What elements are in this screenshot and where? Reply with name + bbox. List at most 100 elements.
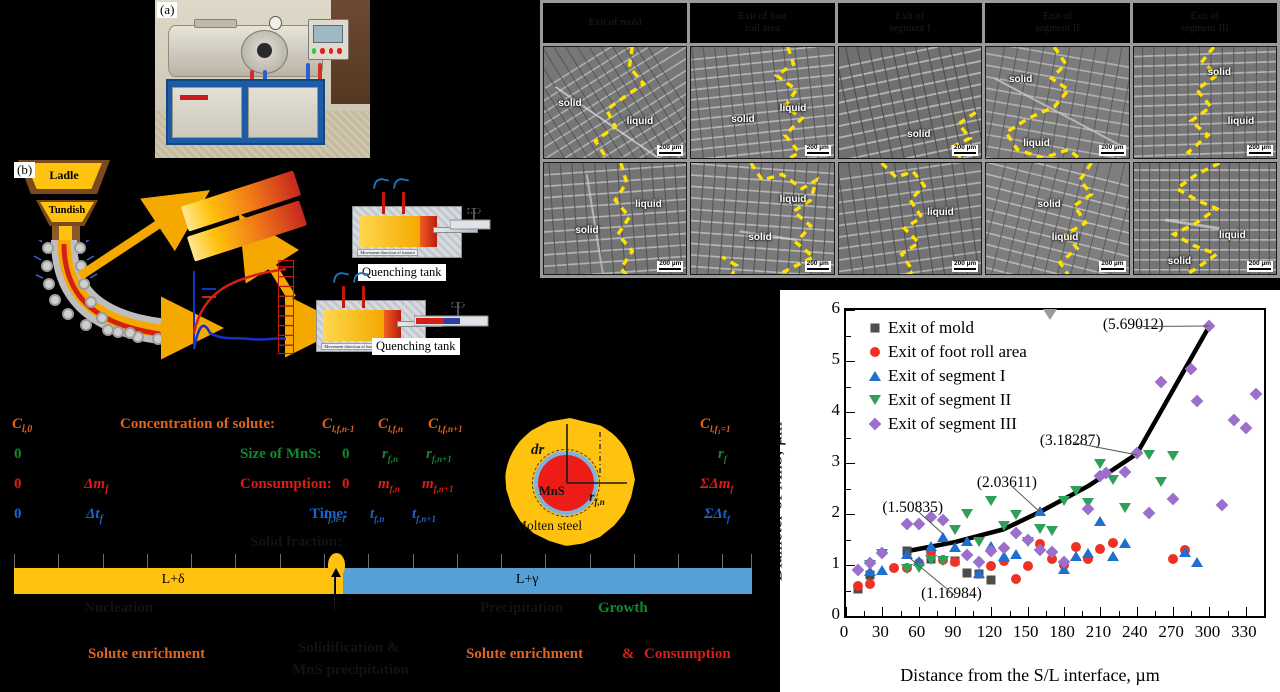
x-minor-tick bbox=[973, 611, 975, 616]
chamber-viewport bbox=[257, 42, 273, 59]
tank-hot-zone-top bbox=[359, 216, 420, 247]
sphere-radius-lines bbox=[566, 424, 627, 484]
x-major-tick bbox=[918, 607, 920, 616]
caption-growth: Growth bbox=[598, 600, 648, 616]
data-point bbox=[912, 556, 925, 567]
data-point bbox=[1142, 450, 1155, 461]
crucible-top bbox=[450, 208, 491, 230]
tank-quench-zone-top bbox=[419, 216, 438, 247]
delta-phase-band bbox=[14, 568, 344, 594]
time-n-plus-1: tf,n+1 bbox=[412, 506, 437, 524]
micrograph-cell: solid liquid 200 µm bbox=[543, 46, 688, 159]
micrograph-cell: liquid solid 200 µm bbox=[1132, 162, 1277, 275]
data-point bbox=[1071, 542, 1082, 553]
liquid-label: liquid bbox=[1219, 229, 1246, 241]
micrograph-header-3: Exit of segment II bbox=[985, 3, 1130, 43]
conc-n-plus-1: Cl,f,n+1 bbox=[428, 416, 463, 434]
y-major-tick bbox=[846, 412, 855, 413]
tundish-label: Tundish bbox=[40, 202, 94, 222]
caption-solidification-line2: MnS precipitation bbox=[292, 662, 409, 678]
data-point bbox=[1155, 477, 1167, 488]
data-point bbox=[1070, 550, 1083, 561]
data-point bbox=[949, 542, 962, 553]
data-point bbox=[1095, 544, 1106, 555]
conc-n-minus-1: Cl,f,n-1 bbox=[322, 416, 355, 434]
data-point bbox=[973, 567, 986, 578]
liquid-label: liquid bbox=[1023, 138, 1050, 150]
initial-time: 0 bbox=[14, 506, 22, 522]
panel-label-a: (a) bbox=[157, 2, 178, 18]
y-tick-label: 5 bbox=[831, 349, 841, 368]
legend-item-1[interactable]: Exit of foot roll area bbox=[862, 340, 1027, 364]
data-point bbox=[998, 555, 1009, 566]
initial-concentration: Cl,0 bbox=[12, 416, 32, 435]
x-tick-label: 150 bbox=[1012, 622, 1039, 641]
y-tick-label: 0 bbox=[831, 604, 841, 623]
data-point bbox=[961, 509, 974, 519]
x-minor-tick bbox=[1118, 611, 1120, 616]
legend-marker-triangle-up-icon bbox=[862, 368, 888, 384]
tick-layer bbox=[846, 310, 1264, 617]
legend-item-0[interactable]: Exit of mold bbox=[862, 316, 1027, 340]
injection-pipe-top-2 bbox=[402, 192, 405, 214]
data-point bbox=[1033, 524, 1046, 535]
power-cabinet bbox=[165, 79, 325, 146]
solid-label: solid bbox=[731, 113, 755, 125]
data-point bbox=[889, 563, 900, 574]
solid-label: solid bbox=[1167, 256, 1192, 268]
initial-size: 0 bbox=[14, 446, 22, 462]
y-major-tick bbox=[846, 310, 855, 311]
data-point bbox=[961, 536, 974, 547]
x-minor-tick bbox=[864, 611, 866, 616]
gamma-phase-label: L+γ bbox=[515, 572, 539, 587]
data-point bbox=[1106, 475, 1119, 486]
x-tick-label: 0 bbox=[839, 622, 849, 641]
caption-solute-right: Solute enrichment bbox=[466, 646, 584, 662]
c0-subscript: l,0 bbox=[22, 424, 33, 435]
legend-item-4[interactable]: Exit of segment III bbox=[862, 412, 1027, 436]
solid-label: solid bbox=[558, 98, 582, 110]
time-n-minus-1: tf,n-1 bbox=[324, 506, 346, 524]
data-point bbox=[1191, 557, 1204, 568]
data-point bbox=[912, 562, 925, 573]
data-point bbox=[1010, 573, 1021, 584]
y-major-tick bbox=[846, 463, 855, 464]
led-red-1 bbox=[320, 48, 325, 54]
data-point bbox=[973, 537, 986, 548]
consumption-n-plus-1: mf,n+1 bbox=[422, 476, 454, 494]
marker-layer bbox=[846, 310, 1264, 616]
final-size: rf bbox=[718, 446, 727, 464]
micrograph-header-0: Exit of mold bbox=[543, 3, 688, 43]
x-tick-label: 270 bbox=[1158, 622, 1184, 641]
data-point bbox=[1082, 548, 1095, 559]
solid-label: solid bbox=[748, 231, 772, 243]
y-tick-label: 6 bbox=[831, 298, 841, 317]
data-point bbox=[1058, 563, 1071, 574]
row-title-concentration: Concentration of solute: bbox=[120, 416, 275, 432]
x-tick-label: 60 bbox=[908, 622, 926, 641]
row-title-consumption: Consumption: bbox=[240, 476, 332, 492]
led-red-3 bbox=[337, 48, 342, 54]
legend-marker-triangle-down-icon bbox=[862, 392, 888, 408]
mns-label: MnS bbox=[539, 484, 565, 498]
quench-tank-label-bottom: Quenching tank bbox=[372, 338, 460, 355]
annotation-label-2: (2.03611) bbox=[976, 474, 1037, 492]
data-point bbox=[853, 581, 864, 592]
micrograph-cell: solid liquid 200 µm bbox=[985, 162, 1130, 275]
y-minor-tick bbox=[846, 539, 851, 541]
caption-ampersand: & bbox=[622, 646, 635, 662]
data-point bbox=[936, 555, 949, 566]
legend-item-2[interactable]: Exit of segment I bbox=[862, 364, 1027, 388]
data-point bbox=[962, 568, 972, 578]
scale-bar: 200 µm bbox=[952, 260, 979, 272]
micrograph-header-1: Exit of foot roll area bbox=[690, 3, 835, 43]
x-minor-tick bbox=[1082, 611, 1084, 616]
strand-curve bbox=[33, 240, 170, 345]
data-point bbox=[865, 579, 876, 590]
data-point bbox=[1107, 538, 1118, 549]
x-minor-tick bbox=[1191, 611, 1193, 616]
size-n: rf,n bbox=[382, 446, 399, 464]
y-tick-label: 3 bbox=[831, 451, 841, 470]
x-major-tick bbox=[1027, 607, 1029, 616]
legend-item-3[interactable]: Exit of segment II bbox=[862, 388, 1027, 412]
